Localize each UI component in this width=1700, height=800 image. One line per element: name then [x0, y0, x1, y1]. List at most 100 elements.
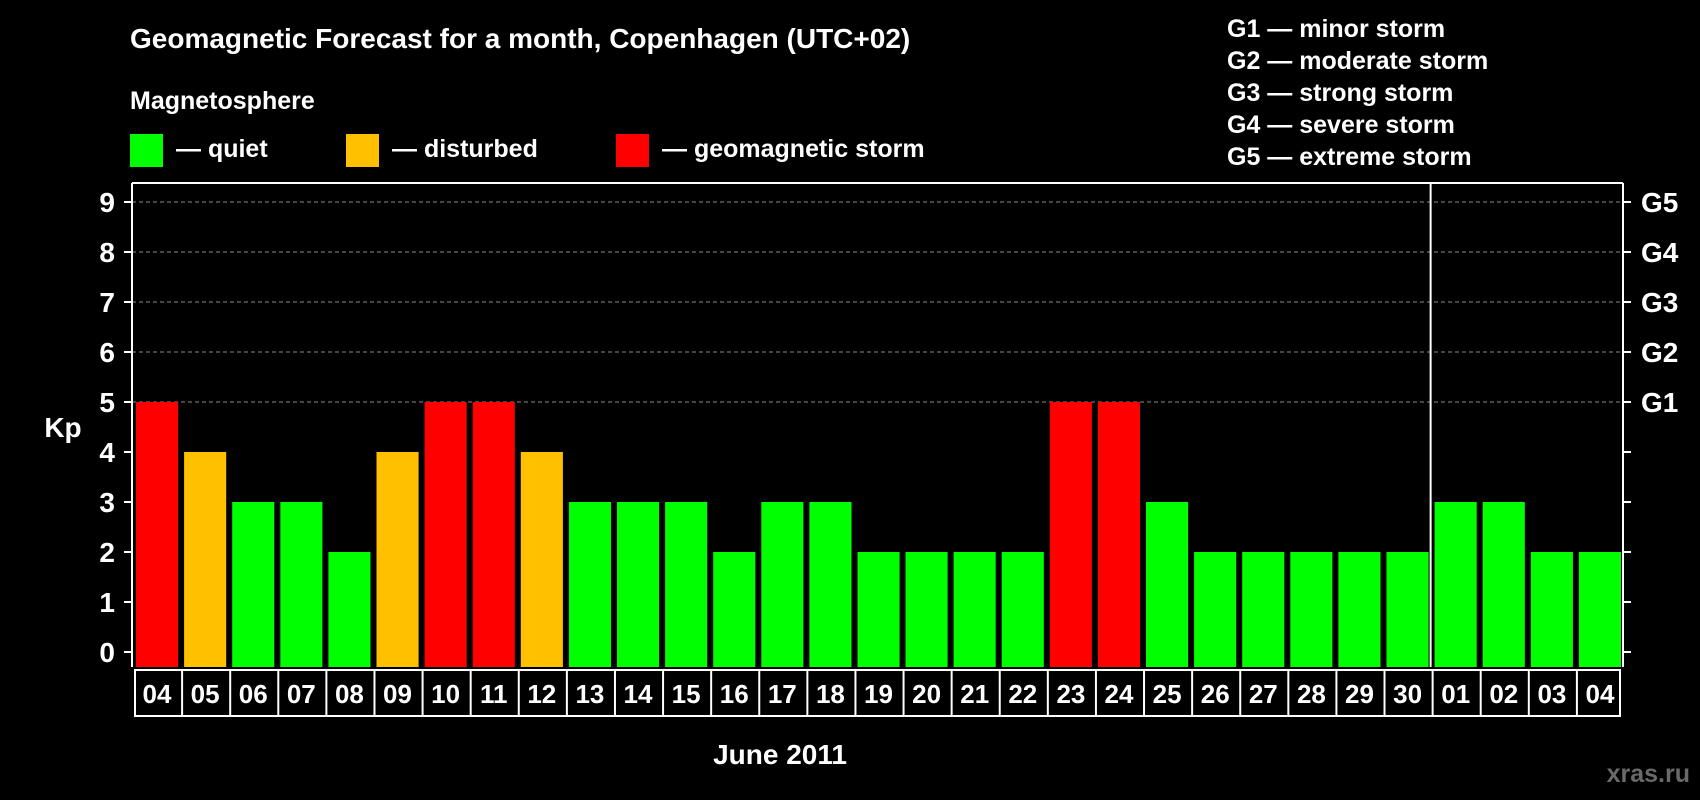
y-tick-label: 3: [99, 487, 115, 518]
bar: [376, 452, 419, 667]
x-tick-label: 02: [1489, 679, 1518, 709]
y-tick-label: 9: [99, 187, 115, 218]
legend-swatch-storm: [616, 134, 649, 167]
bar: [1530, 552, 1573, 667]
bar: [1578, 552, 1621, 667]
x-tick-label: 24: [1105, 679, 1134, 709]
storm-scale-item: G5 — extreme storm: [1227, 143, 1472, 171]
bar: [568, 502, 611, 667]
y-tick-label: 1: [99, 587, 115, 618]
x-tick-label: 21: [960, 679, 989, 709]
y-axis-label: Kp: [44, 412, 81, 443]
legend-label-disturbed: — disturbed: [392, 135, 538, 163]
bar: [809, 502, 852, 667]
bar: [1194, 552, 1237, 667]
y-axis: 0 1 2 3 4 5 6 7 8 9: [99, 187, 132, 668]
x-tick-label: 15: [672, 679, 701, 709]
bar: [1482, 502, 1525, 667]
bar: [617, 502, 660, 667]
x-tick-label: 29: [1345, 679, 1374, 709]
bar: [472, 402, 515, 667]
bar: [136, 402, 179, 667]
legend-label-storm: — geomagnetic storm: [662, 135, 925, 163]
bar: [424, 402, 467, 667]
x-tick-label: 26: [1201, 679, 1230, 709]
x-tick-label: 11: [480, 679, 508, 709]
bar: [520, 452, 563, 667]
y-tick-label: 7: [99, 287, 115, 318]
x-tick-label: 27: [1249, 679, 1278, 709]
x-tick-label: 06: [239, 679, 268, 709]
x-tick-label: 18: [816, 679, 845, 709]
x-tick-label: 07: [287, 679, 316, 709]
x-tick-label: 17: [768, 679, 797, 709]
bar: [184, 452, 227, 667]
bar: [1146, 502, 1189, 667]
legend: — quiet — disturbed — geomagnetic storm: [130, 134, 925, 167]
right-axis-label: G1: [1641, 387, 1678, 418]
y-tick-label: 5: [99, 387, 115, 418]
x-tick-label: 04: [143, 679, 172, 709]
bar: [1049, 402, 1092, 667]
y-tick-label: 8: [99, 237, 115, 268]
x-tick-label: 08: [335, 679, 364, 709]
bar: [1338, 552, 1381, 667]
storm-scale-legend: G1 — minor storm G2 — moderate storm G3 — …: [1227, 15, 1488, 171]
x-axis-label: June 2011: [713, 739, 847, 770]
bar: [857, 552, 900, 667]
bar: [1001, 552, 1044, 667]
x-tick-label: 19: [864, 679, 893, 709]
x-tick-label: 04: [1586, 679, 1615, 709]
storm-scale-item: G1 — minor storm: [1227, 15, 1445, 43]
x-tick-label: 16: [720, 679, 749, 709]
right-axis-label: G3: [1641, 287, 1678, 318]
bar: [1434, 502, 1477, 667]
right-axis-label: G4: [1641, 237, 1679, 268]
right-axis: G1 G2 G3 G4 G5: [1623, 187, 1679, 653]
bar: [713, 552, 756, 667]
bar: [953, 552, 996, 667]
x-axis: 04 05 06 07 08 09 10 11 12 13 14 15 16 17 18 19 20 21 22 23…: [134, 669, 1621, 717]
y-tick-label: 4: [99, 437, 115, 468]
bar: [665, 502, 708, 667]
x-tick-label: 05: [191, 679, 220, 709]
x-tick-label: 30: [1393, 679, 1422, 709]
x-tick-label: 01: [1441, 679, 1470, 709]
storm-scale-item: G3 — strong storm: [1227, 79, 1453, 107]
x-tick-label: 14: [624, 679, 653, 709]
bar: [328, 552, 371, 667]
y-tick-label: 2: [99, 537, 115, 568]
bar: [905, 552, 948, 667]
storm-scale-item: G4 — severe storm: [1227, 111, 1455, 139]
x-tick-label: 13: [575, 679, 604, 709]
x-tick-label: 23: [1056, 679, 1085, 709]
x-tick-label: 25: [1153, 679, 1182, 709]
x-tick-label: 22: [1008, 679, 1037, 709]
legend-title: Magnetosphere: [130, 87, 315, 115]
y-tick-label: 0: [99, 637, 115, 668]
legend-swatch-disturbed: [346, 134, 379, 167]
right-axis-label: G5: [1641, 187, 1678, 218]
x-tick-label: 20: [912, 679, 941, 709]
bar: [1290, 552, 1333, 667]
bar: [1242, 552, 1285, 667]
y-tick-label: 6: [99, 337, 115, 368]
x-tick-label: 09: [383, 679, 412, 709]
legend-swatch-quiet: [130, 134, 163, 167]
bar: [1097, 402, 1140, 667]
x-tick-label: 10: [431, 679, 460, 709]
legend-label-quiet: — quiet: [176, 135, 268, 163]
x-tick-label: 12: [527, 679, 556, 709]
x-tick-label: 03: [1537, 679, 1566, 709]
right-axis-label: G2: [1641, 337, 1678, 368]
bars: [136, 402, 1621, 667]
x-category-frame: [134, 669, 1621, 717]
plot-frame: [131, 182, 1624, 667]
bar: [232, 502, 275, 667]
x-tick-label: 28: [1297, 679, 1326, 709]
chart-title: Geomagnetic Forecast for a month, Copenh…: [130, 23, 910, 54]
storm-scale-item: G2 — moderate storm: [1227, 47, 1488, 75]
bar: [761, 502, 804, 667]
grid: [132, 201, 1623, 403]
